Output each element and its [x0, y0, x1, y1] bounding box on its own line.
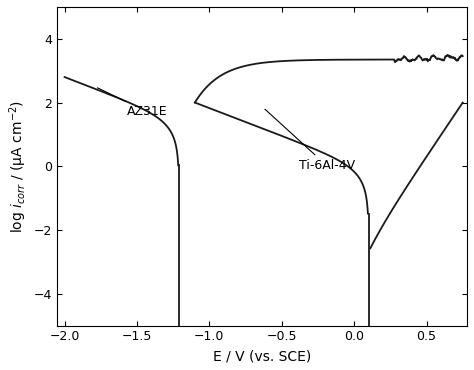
Text: AZ31E: AZ31E: [98, 88, 167, 118]
X-axis label: E / V (vs. SCE): E / V (vs. SCE): [213, 349, 311, 363]
Text: Ti-6Al-4V: Ti-6Al-4V: [265, 109, 355, 172]
Y-axis label: log $i_{corr}$ / (μA cm$^{-2}$): log $i_{corr}$ / (μA cm$^{-2}$): [7, 100, 28, 233]
